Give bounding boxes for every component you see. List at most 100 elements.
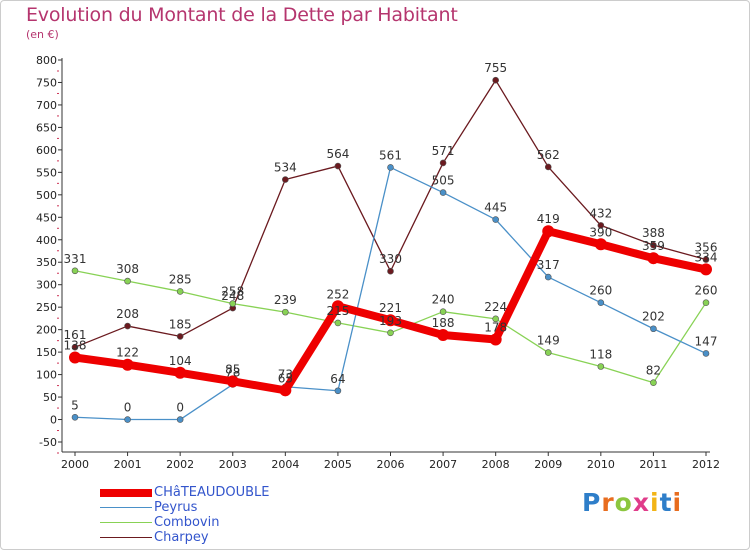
data-label: 258 <box>221 285 244 299</box>
data-label: 432 <box>589 206 612 220</box>
data-label: 390 <box>589 225 612 239</box>
x-tick-label: 2010 <box>587 458 615 471</box>
data-label: 161 <box>64 328 87 342</box>
data-label: 149 <box>537 334 560 348</box>
x-tick-label: 2012 <box>692 458 720 471</box>
y-tick-label: 0 <box>50 414 57 427</box>
chart-title: Evolution du Montant de la Dette par Hab… <box>26 4 458 26</box>
logo-letter: o <box>614 488 633 517</box>
data-label: 755 <box>484 61 507 75</box>
data-label: 564 <box>326 147 349 161</box>
data-label: 188 <box>432 316 455 330</box>
y-tick-label: 450 <box>36 211 57 224</box>
data-label: 0 <box>124 401 132 415</box>
data-point <box>334 319 342 327</box>
y-tick-label: 650 <box>36 121 57 134</box>
legend-swatch-chateaudouble <box>100 489 152 497</box>
data-point <box>544 163 552 171</box>
y-tick-label: 500 <box>36 189 57 202</box>
y-tick-label: -50 <box>39 436 57 449</box>
data-label: 388 <box>642 226 665 240</box>
data-label: 317 <box>537 258 560 272</box>
data-point <box>439 308 447 315</box>
data-label: 356 <box>695 241 718 255</box>
data-label: 193 <box>379 314 402 328</box>
data-label: 248 <box>221 289 244 303</box>
y-tick-label: 550 <box>36 166 57 179</box>
data-label: 330 <box>379 252 402 266</box>
data-point <box>647 252 660 265</box>
data-point <box>282 176 289 183</box>
data-point <box>492 216 499 223</box>
y-tick-label: 400 <box>36 234 57 247</box>
data-point <box>124 416 131 423</box>
data-point <box>176 288 184 295</box>
data-labels: 138 122 104 85 65 252 221 188 178 419 390 359 334 5 0 0… <box>64 61 718 414</box>
data-label: 73 <box>278 368 293 382</box>
logo-letter: i <box>650 488 660 517</box>
y-tick-label: 350 <box>36 256 57 269</box>
data-label: 202 <box>642 310 665 324</box>
legend-swatch-charpey <box>100 537 152 538</box>
data-point <box>544 349 552 356</box>
data-label: 118 <box>589 347 612 361</box>
legend-swatch-combovin <box>100 522 152 523</box>
data-point <box>387 267 394 275</box>
data-point <box>489 333 502 346</box>
data-point <box>176 333 184 340</box>
data-point <box>650 379 657 386</box>
y-tick-label: 150 <box>36 346 57 359</box>
data-label: 5 <box>71 398 79 412</box>
y-tick-label: 300 <box>36 279 57 292</box>
data-point <box>597 363 605 370</box>
data-label: 240 <box>432 293 455 307</box>
logo-letter: i <box>672 488 683 517</box>
data-point <box>439 159 447 167</box>
data-label: 224 <box>484 300 507 314</box>
axes: -500501001502002503003504004505005506006… <box>36 54 720 471</box>
data-label: 138 <box>64 339 87 353</box>
data-point <box>124 322 131 330</box>
x-tick-label: 2005 <box>324 458 352 471</box>
data-point <box>334 162 342 170</box>
data-point <box>71 267 79 275</box>
legend-label-charpey: Charpey <box>154 530 209 545</box>
data-label: 445 <box>484 201 507 215</box>
logo-letter: P <box>582 488 602 517</box>
data-label: 82 <box>646 364 661 378</box>
x-tick-label: 2001 <box>114 458 142 471</box>
data-label: 65 <box>278 371 293 385</box>
data-label: 562 <box>537 148 560 162</box>
data-label: 64 <box>330 372 345 386</box>
data-point <box>702 350 710 357</box>
data-point <box>439 189 447 196</box>
data-label: 260 <box>695 284 718 298</box>
y-tick-label: 600 <box>36 144 57 157</box>
data-label: 334 <box>695 250 718 264</box>
data-label: 147 <box>695 334 718 348</box>
data-label: 85 <box>225 362 240 376</box>
x-tick-label: 2003 <box>219 458 247 471</box>
data-point <box>650 241 657 249</box>
logo-letter: t <box>659 488 673 517</box>
data-point <box>650 325 657 333</box>
y-tick-label: 100 <box>36 369 57 382</box>
data-point <box>121 358 134 371</box>
y-tick-label: 200 <box>36 324 57 337</box>
y-tick-label: 800 <box>36 54 57 67</box>
data-point <box>334 387 342 395</box>
data-point <box>71 343 79 351</box>
data-label: 534 <box>274 161 297 175</box>
data-point <box>702 299 710 306</box>
data-label: 178 <box>484 321 507 335</box>
data-point <box>492 315 499 323</box>
y-tick-label: 50 <box>43 391 57 404</box>
y-tick-label: 750 <box>36 76 57 89</box>
data-point <box>492 76 499 84</box>
x-tick-label: 2009 <box>534 458 562 471</box>
data-label: 571 <box>432 144 455 158</box>
data-label: 505 <box>432 174 455 188</box>
x-tick-label: 2004 <box>271 458 299 471</box>
